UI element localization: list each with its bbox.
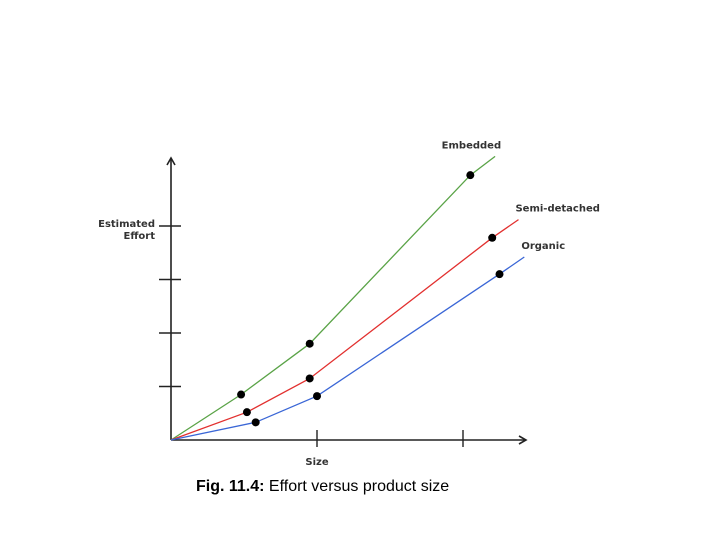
point-organic-1 [251, 418, 260, 427]
caption-text: Effort versus product size [264, 478, 450, 495]
x-axis-arrow [518, 435, 528, 445]
figure-caption: Fig. 11.4: Effort versus product size [196, 478, 449, 496]
series-label-embedded: Embedded [442, 140, 501, 151]
ticks [159, 225, 464, 447]
point-organic-3 [495, 270, 504, 279]
point-organic-2 [313, 392, 321, 401]
series-label-semi-detached: Semi-detached [515, 204, 599, 215]
y-axis-arrow [166, 156, 176, 166]
y-axis-label: Estimated Effort [98, 219, 155, 242]
figure-number: Fig. 11.4: [196, 478, 265, 495]
series-lines [170, 155, 525, 441]
series-label-organic: Organic [521, 241, 565, 252]
point-semi-detached-3 [488, 233, 497, 242]
point-embedded-3 [466, 171, 475, 180]
point-semi-detached-2 [305, 374, 314, 383]
labels: Size Estimated Effort Embedded Semi-detached… [98, 140, 600, 468]
x-axis-label: Size [305, 457, 328, 468]
point-embedded-2 [305, 339, 314, 348]
series-points [237, 171, 504, 427]
axes [166, 156, 528, 445]
point-semi-detached-1 [242, 408, 251, 417]
point-embedded-1 [237, 390, 246, 399]
line-embedded [170, 155, 496, 441]
